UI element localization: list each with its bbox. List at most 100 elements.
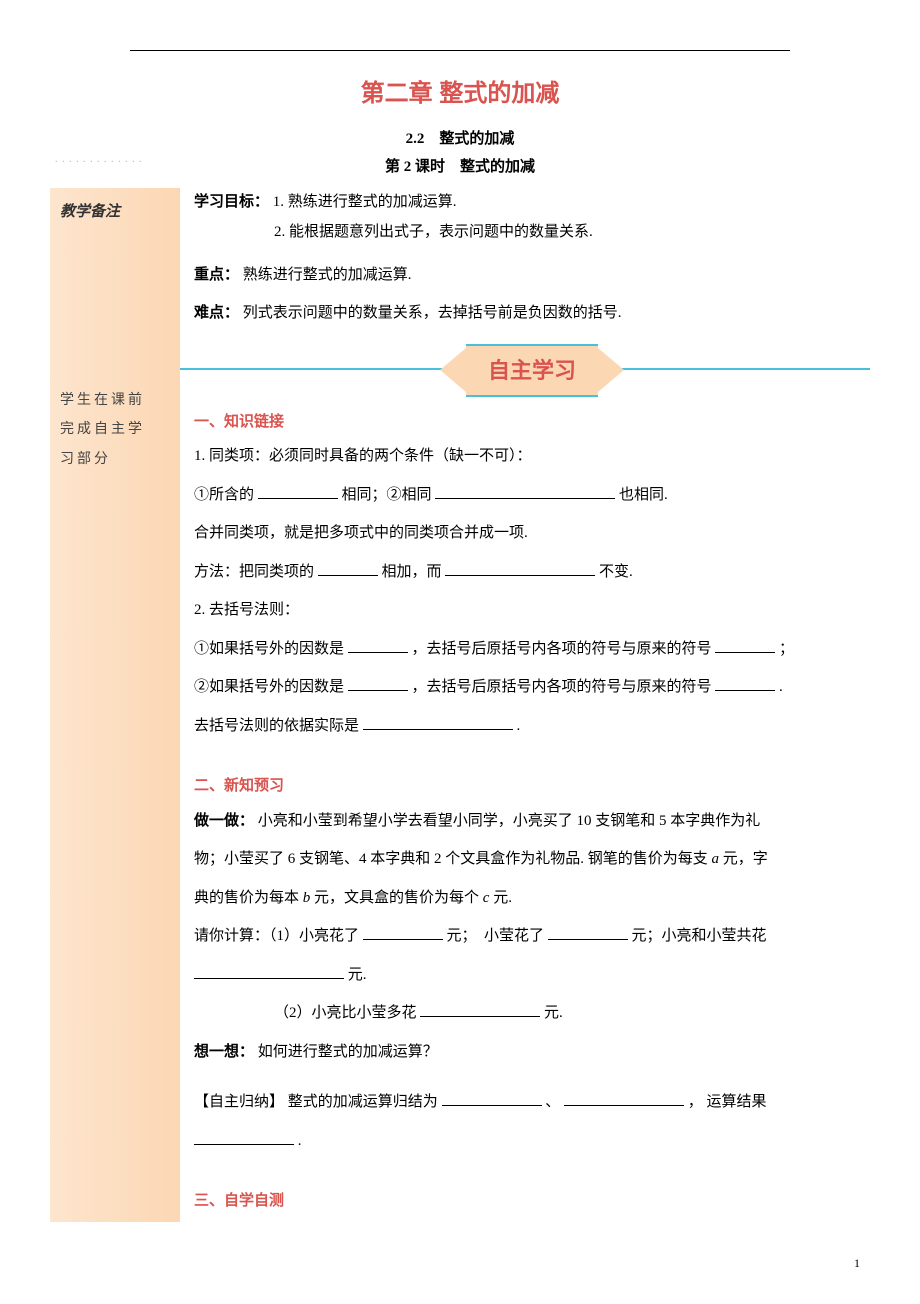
body-text: 方法：把同类项的 相加，而 不变.	[194, 558, 870, 587]
banner-text: 自主学习	[466, 344, 598, 398]
body-text: 2. 去括号法则：	[194, 596, 870, 625]
focus-line: 重点： 熟练进行整式的加减运算.	[194, 261, 870, 290]
fill-blank[interactable]	[548, 925, 628, 940]
text-fragment: .	[779, 679, 783, 695]
body-text: 1. 同类项：必须同时具备的两个条件（缺一不可）：	[194, 442, 870, 471]
section-heading: 一、知识链接	[194, 408, 870, 437]
text-fragment: 元； 小莹花了	[447, 928, 545, 944]
text-fragment: 不变.	[599, 564, 633, 580]
ribbon-left-icon	[440, 348, 466, 392]
text-fragment: 、	[545, 1094, 560, 1110]
fill-blank[interactable]	[442, 1091, 542, 1106]
ribbon-right-icon	[598, 348, 624, 392]
body-text: （2）小亮比小莹多花 元.	[194, 999, 870, 1028]
goal-label: 学习目标：	[194, 194, 269, 210]
body-text: 【自主归纳】 整式的加减运算归结为 、 ， 运算结果	[194, 1088, 870, 1117]
body-text: 元.	[194, 961, 870, 990]
page-number: 1	[50, 1252, 870, 1275]
body-text: 合并同类项，就是把多项式中的同类项合并成一项.	[194, 519, 870, 548]
text-fragment: 去括号法则的依据实际是	[194, 718, 359, 734]
text-fragment: ①如果括号外的因数是	[194, 641, 344, 657]
focus-label: 重点：	[194, 267, 239, 283]
text-fragment: 典的售价为每本	[194, 890, 303, 906]
fill-blank[interactable]	[435, 484, 615, 499]
summary-label: 【自主归纳】	[194, 1094, 284, 1110]
text-fragment: 元；小亮和小莹共花	[632, 928, 767, 944]
fill-blank[interactable]	[318, 561, 378, 576]
fill-blank[interactable]	[564, 1091, 684, 1106]
sidebar: 教学备注 学生在课前 完成自主学 习部分	[50, 188, 180, 1222]
text-fragment: 元.	[544, 1005, 563, 1021]
text-fragment: 也相同.	[619, 487, 668, 503]
text-fragment: ①所含的	[194, 487, 254, 503]
text-fragment: 相加，而	[382, 564, 442, 580]
body-text: .	[194, 1127, 870, 1156]
fill-blank[interactable]	[348, 676, 408, 691]
goal-text: 2. 能根据题意列出式子，表示问题中的数量关系.	[194, 218, 870, 247]
fill-blank[interactable]	[715, 676, 775, 691]
text-fragment: 相同；②相同	[342, 487, 432, 503]
difficult-text: 列式表示问题中的数量关系，去掉括号前是负因数的括号.	[243, 305, 622, 321]
text-fragment: 请你计算：（1）小亮花了	[194, 928, 359, 944]
text-fragment: 如何进行整式的加减运算？	[258, 1044, 438, 1060]
sidebar-note-line: 完成自主学	[60, 415, 170, 444]
two-column-layout: 教学备注 学生在课前 完成自主学 习部分 学习目标： 1. 熟练进行整式的加减运…	[50, 188, 870, 1222]
side-dots: . . . . . . . . . . . . .	[55, 150, 143, 169]
body-text: ②如果括号外的因数是 ，去括号后原括号内各项的符号与原来的符号 .	[194, 673, 870, 702]
fill-blank[interactable]	[715, 638, 775, 653]
body-text: 去括号法则的依据实际是 .	[194, 712, 870, 741]
text-fragment: 元.	[493, 890, 512, 906]
text-fragment: .	[298, 1133, 302, 1149]
var-c: c	[483, 890, 490, 906]
body-text: 物；小莹买了 6 支钢笔、4 本字典和 2 个文具盒作为礼物品. 钢笔的售价为每…	[194, 845, 870, 874]
banner: 自主学习	[194, 338, 870, 398]
fill-blank[interactable]	[194, 1130, 294, 1145]
body-text: 想一想： 如何进行整式的加减运算？	[194, 1038, 870, 1067]
focus-text: 熟练进行整式的加减运算.	[243, 267, 412, 283]
fill-blank[interactable]	[363, 715, 513, 730]
text-fragment: 整式的加减运算归结为	[288, 1094, 438, 1110]
fill-blank[interactable]	[363, 925, 443, 940]
body-text: 请你计算：（1）小亮花了 元； 小莹花了 元；小亮和小莹共花	[194, 922, 870, 951]
text-fragment: 物；小莹买了 6 支钢笔、4 本字典和 2 个文具盒作为礼物品. 钢笔的售价为每…	[194, 851, 712, 867]
sidebar-note: 学生在课前 完成自主学 习部分	[60, 386, 170, 474]
sidebar-title: 教学备注	[60, 198, 170, 227]
body-text: 典的售价为每本 b 元，文具盒的售价为每个 c 元.	[194, 884, 870, 913]
text-fragment: 元.	[348, 967, 367, 983]
do-label: 做一做：	[194, 813, 254, 829]
fill-blank[interactable]	[445, 561, 595, 576]
sidebar-note-line: 习部分	[60, 445, 170, 474]
text-fragment: .	[517, 718, 521, 734]
fill-blank[interactable]	[258, 484, 338, 499]
section-number: 2.2 整式的加减	[50, 125, 870, 154]
fill-blank[interactable]	[194, 964, 344, 979]
var-a: a	[712, 851, 720, 867]
text-fragment: ，去括号后原括号内各项的符号与原来的符号	[412, 679, 712, 695]
section-heading: 三、自学自测	[194, 1187, 870, 1216]
text-fragment: ，去括号后原括号内各项的符号与原来的符号	[412, 641, 712, 657]
difficult-line: 难点： 列式表示问题中的数量关系，去掉括号前是负因数的括号.	[194, 299, 870, 328]
difficult-label: 难点：	[194, 305, 239, 321]
top-rule	[130, 50, 790, 51]
lesson-title: 第 2 课时 整式的加减	[50, 153, 870, 182]
text-fragment: ；	[779, 641, 794, 657]
section-heading: 二、新知预习	[194, 772, 870, 801]
main-content: 学习目标： 1. 熟练进行整式的加减运算. 2. 能根据题意列出式子，表示问题中…	[180, 188, 870, 1222]
goal-text: 1. 熟练进行整式的加减运算.	[273, 194, 457, 210]
var-b: b	[303, 890, 311, 906]
goal-line: 学习目标： 1. 熟练进行整式的加减运算.	[194, 188, 870, 217]
text-fragment: 元，字	[723, 851, 768, 867]
body-text: 做一做： 小亮和小莹到希望小学去看望小同学，小亮买了 10 支钢笔和 5 本字典…	[194, 807, 870, 836]
think-label: 想一想：	[194, 1044, 254, 1060]
text-fragment: 方法：把同类项的	[194, 564, 314, 580]
text-fragment: 元，文具盒的售价为每个	[314, 890, 483, 906]
text-fragment: 小亮和小莹到希望小学去看望小同学，小亮买了 10 支钢笔和 5 本字典作为礼	[258, 813, 761, 829]
chapter-title: 第二章 整式的加减	[50, 71, 870, 117]
body-text: ①如果括号外的因数是 ，去括号后原括号内各项的符号与原来的符号 ；	[194, 635, 870, 664]
text-fragment: ②如果括号外的因数是	[194, 679, 344, 695]
fill-blank[interactable]	[420, 1002, 540, 1017]
text-fragment: ， 运算结果	[688, 1094, 767, 1110]
fill-blank[interactable]	[348, 638, 408, 653]
sidebar-note-line: 学生在课前	[60, 386, 170, 415]
body-text: ①所含的 相同；②相同 也相同.	[194, 481, 870, 510]
